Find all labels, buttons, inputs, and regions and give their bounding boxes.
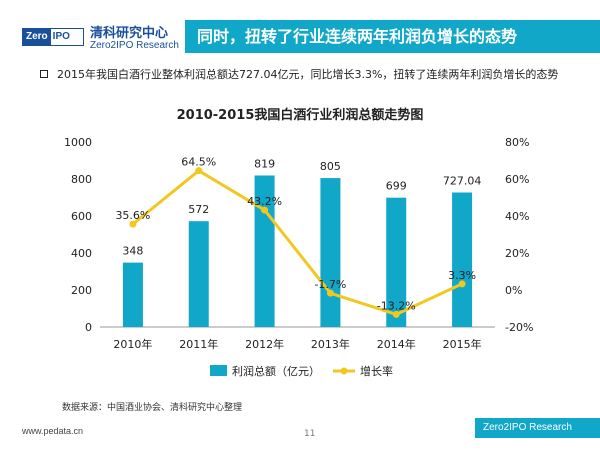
y-right-tick-label: 40% <box>505 210 529 223</box>
bar-value-label: 572 <box>188 203 209 216</box>
growth-point-2010年 <box>129 220 137 228</box>
legend-line-label: 增长率 <box>360 364 393 378</box>
logo-left-text: Zero <box>23 29 51 45</box>
x-tick-label: 2014年 <box>377 337 416 351</box>
growth-value-label: -13.2% <box>377 299 416 312</box>
bar-value-label: 727.04 <box>443 174 482 187</box>
logo-right-text: IPO <box>52 31 70 42</box>
bullet-point: 2015年我国白酒行业整体利润总额达727.04亿元，同比增长3.3%，扭转了连… <box>40 66 558 82</box>
growth-point-2014年 <box>392 310 400 318</box>
growth-value-label: 43.2% <box>247 195 282 208</box>
bar-value-label: 819 <box>254 157 275 170</box>
logo: Zero IPO <box>22 28 84 46</box>
bar-value-label: 348 <box>122 245 143 258</box>
growth-value-label: 3.3% <box>448 269 476 282</box>
brand-name-en: Zero2IPO Research <box>90 40 179 51</box>
brand-name-cn: 清科研究中心 <box>90 26 169 41</box>
x-tick-label: 2012年 <box>245 337 284 351</box>
page-number: 11 <box>304 429 316 439</box>
y-right-tick-label: 80% <box>505 136 529 149</box>
y-left-tick-label: 200 <box>71 284 92 297</box>
growth-point-2012年 <box>261 206 269 214</box>
growth-point-2013年 <box>326 289 334 297</box>
y-right-tick-label: 20% <box>505 247 529 260</box>
bar-value-label: 699 <box>386 180 407 193</box>
bar-2015年 <box>452 192 473 327</box>
x-tick-label: 2015年 <box>443 337 482 351</box>
y-right-tick-label: 0% <box>505 284 522 297</box>
square-bullet-icon <box>40 70 48 78</box>
bar-2013年 <box>320 178 341 327</box>
y-left-tick-label: 800 <box>71 173 92 186</box>
bar-2010年 <box>122 262 143 327</box>
bar-2011年 <box>188 221 209 327</box>
footer-url: www.pedata.cn <box>22 426 84 436</box>
growth-value-label: 35.6% <box>115 209 150 222</box>
chart-title: 2010-2015我国白酒行业利润总额走势图 <box>176 108 424 123</box>
bar-2014年 <box>386 197 407 327</box>
x-tick-label: 2011年 <box>179 337 218 351</box>
legend-bar-swatch <box>210 365 227 376</box>
x-tick-label: 2013年 <box>311 337 350 351</box>
data-source: 数据来源：中国酒业协会、清科研究中心整理 <box>62 403 243 413</box>
growth-value-label: 64.5% <box>181 156 216 169</box>
bar-value-label: 805 <box>320 160 341 173</box>
growth-point-2015年 <box>458 280 466 288</box>
y-left-tick-label: 400 <box>71 247 92 260</box>
footer-brand: Zero2IPO Research <box>475 418 600 438</box>
legend-bar-label: 利润总额（亿元） <box>232 364 320 378</box>
y-right-tick-label: 60% <box>505 173 529 186</box>
growth-value-label: -1.7% <box>314 278 346 291</box>
slide-title: 同时，扭转了行业连续两年利润负增长的态势 <box>185 20 600 53</box>
y-left-tick-label: 0 <box>85 321 92 334</box>
y-left-tick-label: 600 <box>71 210 92 223</box>
growth-rate-line <box>131 169 463 316</box>
y-right-tick-label: -20% <box>505 321 533 334</box>
bullet-text: 2015年我国白酒行业整体利润总额达727.04亿元，同比增长3.3%，扭转了连… <box>57 68 559 81</box>
y-left-tick-label: 1000 <box>64 136 92 149</box>
x-tick-label: 2010年 <box>113 337 152 351</box>
bar-2012年 <box>254 175 275 327</box>
legend-line-marker <box>340 367 348 375</box>
growth-point-2011年 <box>195 167 203 175</box>
